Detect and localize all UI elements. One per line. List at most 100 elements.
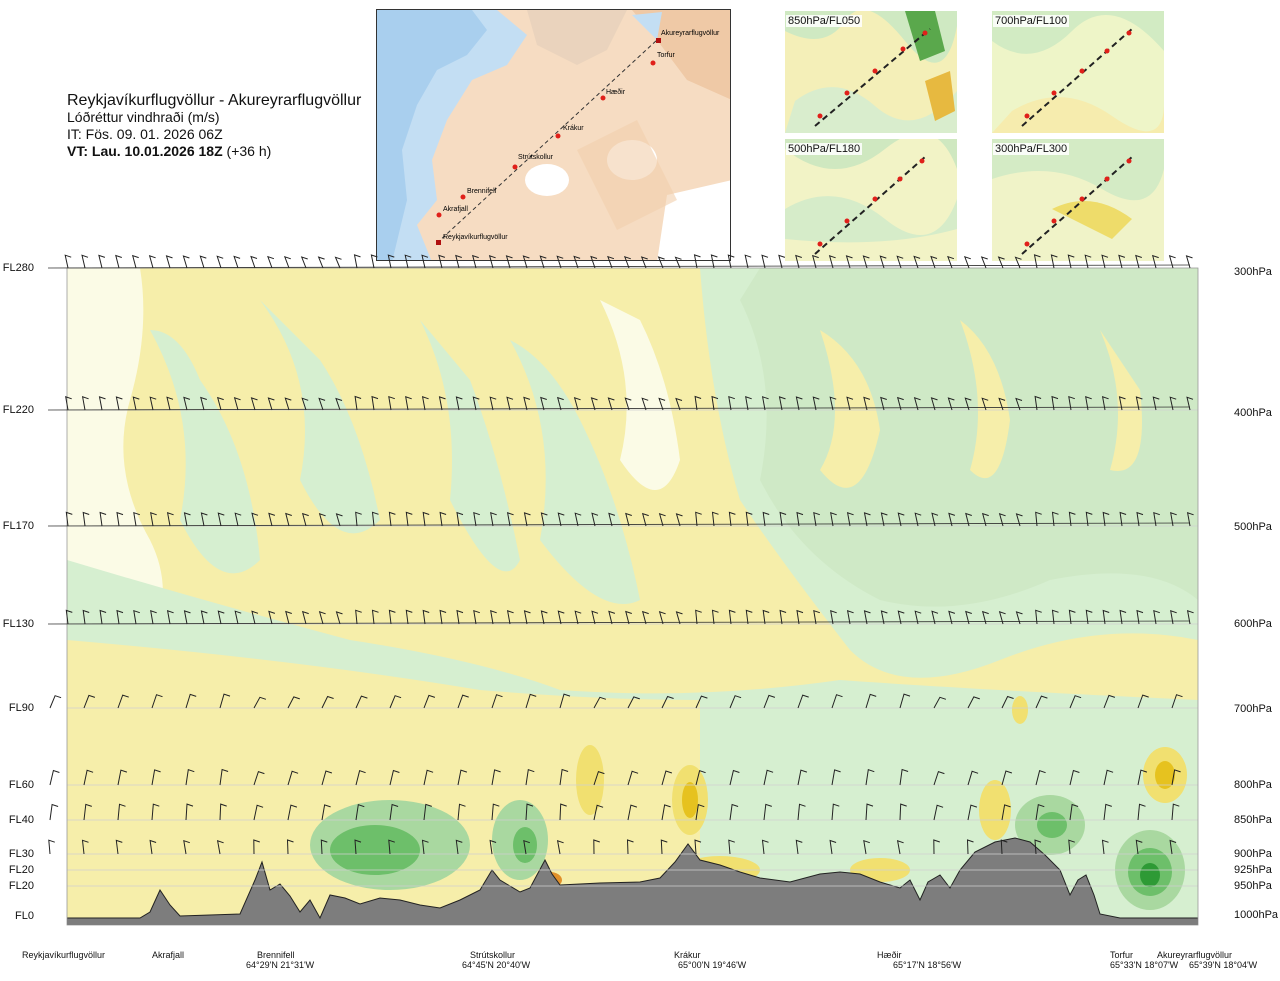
wind-barb — [896, 396, 904, 411]
wind-barb — [1035, 804, 1045, 821]
wind-barb — [321, 695, 334, 709]
wind-barb — [1135, 396, 1143, 411]
wind-barb — [862, 255, 870, 269]
wind-barb — [557, 512, 565, 527]
wind-barb — [1085, 396, 1092, 411]
wind-barb — [355, 609, 362, 625]
wind-barb — [98, 396, 106, 411]
wind-barb — [626, 839, 634, 855]
wind-barb — [455, 254, 462, 269]
x-location-coord: 65°33'N 18°07'W — [1110, 960, 1179, 970]
wind-barb — [287, 804, 298, 821]
wind-barb — [131, 254, 139, 269]
fl-label: FL30 — [8, 848, 34, 860]
wind-barb — [674, 256, 682, 269]
thumbnail-700hpa[interactable]: 700hPa/FL100 — [992, 11, 1164, 133]
wind-barb — [661, 770, 673, 786]
wind-barb — [573, 397, 581, 411]
wind-barb — [830, 512, 837, 527]
wind-barb — [846, 396, 854, 411]
thumbnail-500hpa[interactable]: 500hPa/FL180 — [785, 139, 957, 261]
wind-barb — [149, 839, 157, 855]
wind-barb — [930, 397, 938, 411]
x-location-coord: 65°00'N 19°46'W — [678, 960, 747, 970]
wind-barb — [763, 769, 774, 786]
wind-barb — [320, 839, 328, 855]
wind-barb — [763, 694, 776, 709]
wind-barb — [1137, 769, 1148, 786]
x-location-name: Akureyrarflugvöllur — [1157, 950, 1233, 960]
wind-barb — [251, 610, 259, 625]
wind-barb — [863, 512, 871, 527]
x-location: Akureyrarflugvöllur 65°39'N 18°04'W — [1157, 950, 1257, 970]
wind-barb — [813, 511, 820, 527]
wind-barb — [1001, 804, 1011, 821]
downdraft-cell — [1155, 761, 1175, 789]
wind-barb — [455, 396, 463, 411]
wind-barb — [593, 804, 604, 821]
wind-barb — [1186, 396, 1194, 411]
wind-barb — [216, 255, 224, 269]
wind-barb — [1169, 396, 1177, 411]
wind-barb — [1137, 694, 1149, 709]
wind-barb — [421, 839, 429, 855]
wind-barb — [165, 255, 173, 269]
wind-barb — [763, 803, 772, 821]
thumbnail-850hpa[interactable]: 850hPa/FL050 — [785, 11, 957, 133]
wind-barb — [899, 693, 911, 709]
field-zone — [600, 300, 680, 490]
wind-barb — [729, 803, 739, 821]
wind-barb — [421, 396, 429, 411]
x-location: Strútskollur 64°45'N 20°40'W — [462, 950, 530, 970]
wind-barb — [1014, 256, 1022, 269]
wind-barb — [371, 395, 379, 411]
wind-barb — [116, 511, 124, 527]
wind-barb — [931, 610, 939, 625]
wind-barb — [658, 397, 666, 411]
wind-barb — [1069, 695, 1082, 709]
wind-barb — [897, 512, 905, 527]
wind-barb — [389, 695, 402, 709]
wind-barb — [1085, 511, 1093, 527]
wind-barb — [268, 512, 276, 527]
wind-barb — [525, 769, 535, 786]
wind-barb — [1153, 511, 1160, 527]
wind-barb — [947, 397, 955, 411]
field-zone — [260, 300, 380, 534]
wind-barb — [439, 511, 447, 527]
wind-barb — [1015, 397, 1023, 411]
wind-barb — [863, 839, 870, 855]
wind-barb — [980, 256, 988, 269]
wind-barb — [778, 254, 786, 269]
wind-barb — [82, 609, 90, 625]
wind-barb — [846, 512, 854, 527]
map-label: Brennifell — [467, 188, 497, 195]
wind-barb — [49, 769, 60, 786]
wind-barb — [355, 770, 366, 786]
pressure-label: 950hPa — [1234, 880, 1272, 892]
wind-barb — [166, 512, 174, 527]
wind-barb — [933, 839, 940, 855]
map-label: Akureyrarflugvöllur — [661, 30, 720, 37]
wind-barb — [1051, 395, 1059, 411]
wind-barb — [966, 839, 974, 855]
wind-barb — [914, 610, 922, 625]
wind-barb — [405, 609, 413, 625]
fl-label: FL280 — [2, 262, 34, 274]
wind-barb — [745, 609, 753, 625]
wind-barb — [744, 254, 752, 269]
wind-barb — [1085, 609, 1093, 625]
wind-barb — [779, 511, 787, 527]
wind-barb — [1136, 511, 1144, 527]
wind-barb — [1068, 395, 1075, 411]
x-location-name: Brennifell — [257, 950, 295, 960]
thumbnail-300hpa[interactable]: 300hPa/FL300 — [992, 139, 1164, 261]
wind-barb — [1035, 695, 1048, 709]
wind-barb — [335, 611, 343, 625]
wind-barb — [1069, 803, 1079, 821]
wind-barb — [607, 255, 615, 269]
wind-barb — [998, 397, 1006, 411]
wind-barb — [1170, 512, 1177, 527]
wind-barb — [590, 255, 598, 269]
wind-barb — [1051, 609, 1059, 625]
